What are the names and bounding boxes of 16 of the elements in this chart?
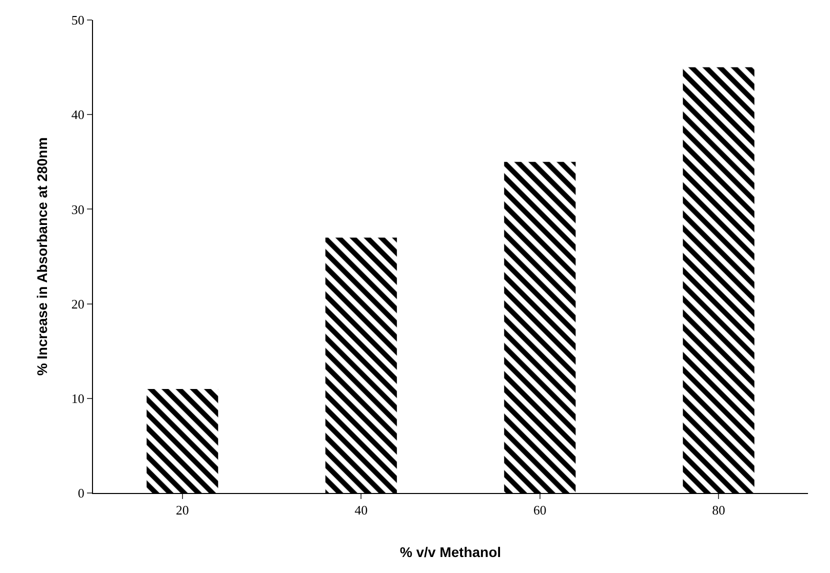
y-tick-label: 30	[71, 202, 84, 217]
x-tick-label: 40	[354, 502, 368, 518]
bar	[325, 238, 397, 493]
y-axis-title: % Increase in Absorbance at 280nm	[34, 137, 50, 376]
bar	[682, 67, 754, 493]
x-tick-label: 20	[176, 502, 189, 518]
x-axis-title: % v/v Methanol	[400, 544, 502, 560]
y-tick-label: 10	[71, 390, 84, 406]
y-tick-label: 50	[71, 12, 84, 28]
y-tick-label: 40	[71, 107, 84, 122]
bar	[146, 388, 218, 493]
y-tick-label: 0	[78, 486, 84, 501]
x-tick-label: 60	[533, 502, 546, 518]
x-tick-label: 80	[712, 502, 726, 518]
bar	[504, 162, 576, 493]
y-tick-label: 20	[71, 296, 84, 312]
